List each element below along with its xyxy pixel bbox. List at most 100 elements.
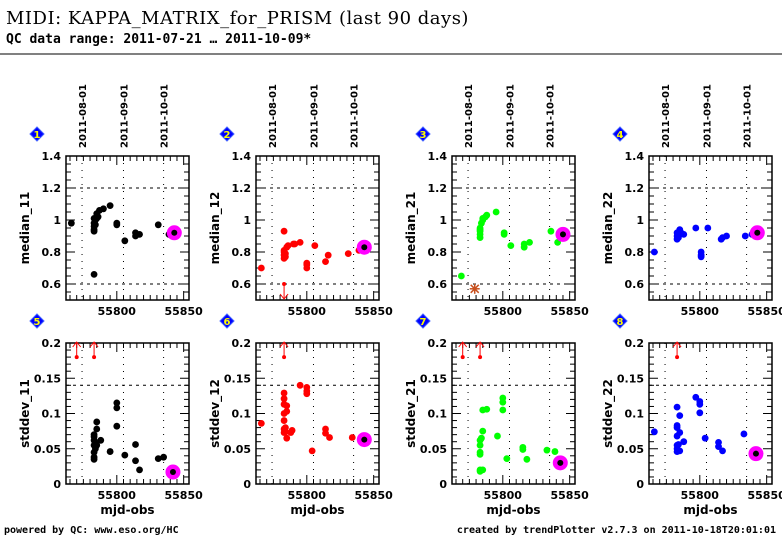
- data-point: [680, 438, 688, 446]
- data-point: [296, 239, 304, 246]
- data-point: [324, 251, 332, 259]
- plot-frame: [65, 342, 190, 485]
- data-point: [476, 441, 484, 449]
- y-tick-label: 1: [53, 214, 61, 227]
- badge-number: 2: [224, 130, 231, 141]
- y-tick-label: 0.2: [625, 337, 645, 350]
- arrow-head-icon: [279, 341, 289, 348]
- x-tick-label: 55800: [288, 305, 327, 318]
- x-tick-label: 55800: [484, 489, 523, 502]
- y-tick-label: 1.4: [232, 150, 252, 163]
- data-point: [100, 205, 107, 213]
- y-axis-label: stddev_22: [601, 379, 616, 448]
- plot-frame: [255, 155, 380, 301]
- data-point: [93, 418, 101, 426]
- plot-frame: [451, 155, 576, 301]
- y-tick-label: 0.6: [625, 278, 645, 291]
- date-tick-label: 2011-10-01: [160, 84, 171, 148]
- data-point: [154, 221, 162, 229]
- data-point: [344, 250, 352, 257]
- x-axis-label: mjd-obs: [100, 503, 154, 517]
- data-point: [476, 448, 484, 456]
- limit-point: [478, 355, 483, 360]
- diamond-icon: [29, 126, 45, 142]
- arrow-head-icon: [279, 293, 289, 300]
- y-axis-label: median_11: [18, 192, 33, 265]
- y-tick-label: 0: [439, 478, 447, 491]
- data-point: [280, 227, 288, 235]
- star-ray: [470, 284, 480, 294]
- x-tick-label: 55800: [98, 305, 137, 318]
- y-tick-label: 0.8: [232, 246, 252, 259]
- y-tick-label: 0.05: [224, 443, 251, 456]
- y-tick-label: 0.2: [42, 337, 62, 350]
- diamond-icon: [415, 126, 431, 142]
- badge-number: 8: [617, 317, 624, 328]
- data-point: [492, 208, 500, 216]
- data-point: [283, 434, 291, 442]
- data-point: [92, 221, 99, 229]
- y-tick-label: 0.15: [34, 372, 61, 385]
- data-point: [704, 224, 712, 232]
- data-point: [154, 455, 162, 463]
- data-point: [160, 453, 167, 461]
- panel-number-badge: 4: [612, 126, 628, 142]
- limit-point: [282, 282, 287, 286]
- date-tick-label: 2011-08-01: [268, 84, 279, 148]
- data-point: [113, 422, 121, 430]
- badge-number: 7: [420, 317, 427, 328]
- y-tick-label: 0.6: [42, 278, 62, 291]
- panel-number-badge: 2: [219, 126, 235, 142]
- data-point: [479, 466, 487, 474]
- data-point: [499, 406, 507, 414]
- data-point: [132, 441, 139, 448]
- panel-1: 2011-08-01 2011-09-01 2011-10-01 0.6 0.8 1 1.2…: [18, 84, 203, 318]
- data-point: [673, 403, 681, 411]
- data-point: [93, 425, 101, 433]
- data-point: [326, 434, 333, 441]
- data-point: [650, 428, 658, 436]
- date-tick-label: 2011-10-01: [546, 84, 557, 148]
- data-point: [519, 443, 527, 451]
- panel-7: 0 0.05 0.1 0.15 0.2 55800 55850 stddev_21 mjd-ob…: [404, 313, 589, 517]
- data-point: [457, 272, 465, 280]
- data-point: [723, 232, 730, 240]
- data-point: [719, 447, 726, 455]
- diamond-icon: [612, 313, 628, 329]
- arrow-head-icon: [89, 341, 99, 348]
- panel-number-badge: 7: [415, 313, 431, 329]
- footer-powered-by: powered by QC: www.eso.org/HC: [4, 525, 179, 536]
- data-point: [697, 248, 705, 256]
- data-point: [483, 405, 491, 413]
- data-point: [673, 422, 681, 429]
- data-point: [348, 434, 356, 441]
- y-tick-label: 1.4: [428, 150, 448, 163]
- data-point: [526, 239, 533, 246]
- panel-number-badge: 5: [29, 313, 45, 329]
- x-tick-label: 55850: [551, 305, 590, 318]
- y-tick-label: 0.05: [617, 443, 644, 456]
- data-point: [303, 384, 311, 391]
- x-axis-label: mjd-obs: [683, 503, 737, 517]
- limit-point: [92, 355, 97, 360]
- diamond-icon: [612, 126, 628, 142]
- limit-point: [74, 355, 79, 360]
- y-tick-label: 0.6: [428, 278, 448, 291]
- x-tick-label: 55800: [288, 489, 327, 502]
- arrow-head-icon: [672, 341, 682, 348]
- y-tick-label: 1.2: [625, 182, 645, 195]
- limit-point: [675, 355, 680, 360]
- y-tick-label: 1.2: [232, 182, 252, 195]
- date-tick-label: 2011-10-01: [743, 84, 754, 148]
- y-tick-label: 0.8: [428, 246, 448, 259]
- data-point: [478, 434, 485, 442]
- panel-6: 0 0.05 0.1 0.15 0.2 55800 55850 stddev_12 mjd-ob…: [208, 313, 393, 517]
- y-tick-label: 1: [243, 214, 251, 227]
- data-point: [280, 395, 288, 403]
- data-point: [257, 419, 265, 427]
- badge-number: 6: [224, 317, 231, 328]
- data-point: [282, 424, 289, 431]
- panel-number-badge: 6: [219, 313, 235, 329]
- data-point: [136, 231, 143, 238]
- page-title: MIDI: KAPPA_MATRIX_for_PRISM (last 90 da…: [6, 8, 469, 29]
